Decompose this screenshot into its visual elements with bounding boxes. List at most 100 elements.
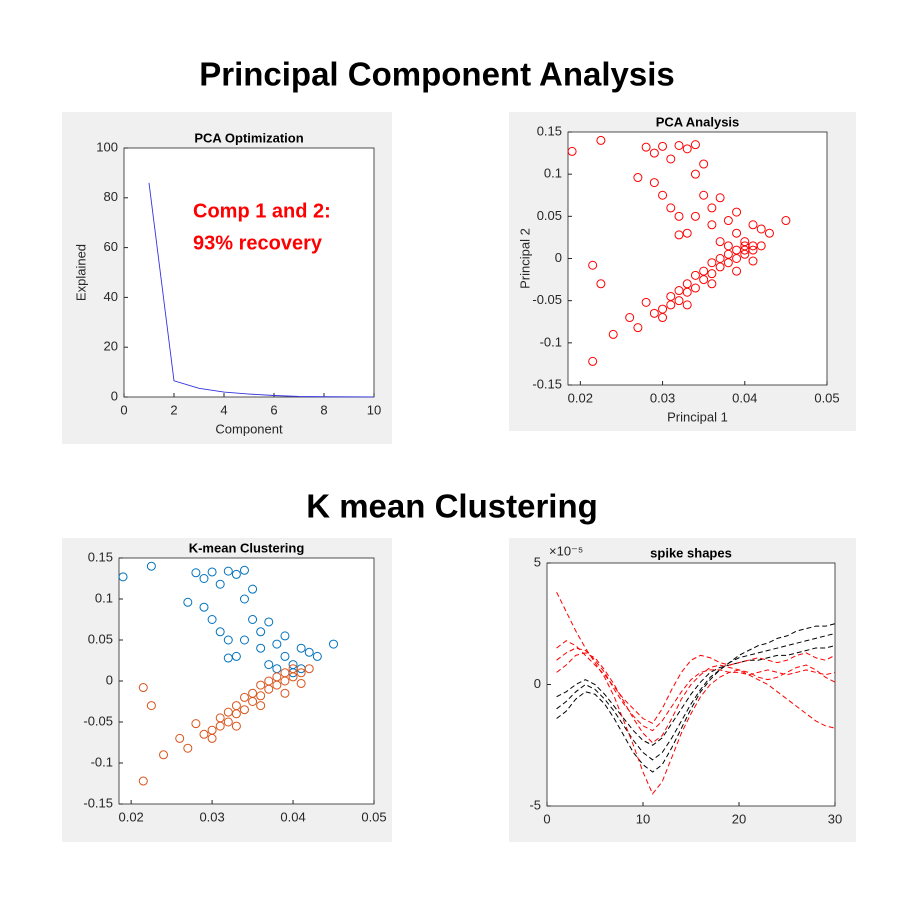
scatter-point bbox=[248, 584, 258, 594]
scatter-point bbox=[649, 308, 659, 318]
y-tick-label: -0.15 bbox=[532, 376, 562, 391]
y-tick-label: 0 bbox=[106, 672, 113, 687]
scatter-point bbox=[588, 356, 598, 366]
scatter-point bbox=[715, 193, 725, 203]
scatter-point bbox=[288, 664, 298, 674]
y-tick-label: 0.05 bbox=[88, 631, 113, 646]
scatter-point bbox=[296, 668, 306, 678]
x-tick-label: 0.03 bbox=[650, 390, 675, 405]
scatter-point bbox=[596, 135, 606, 145]
scatter-point bbox=[256, 627, 266, 637]
scatter-point bbox=[264, 617, 274, 627]
scatter-point bbox=[223, 653, 233, 663]
scatter-point bbox=[199, 729, 209, 739]
scatter-point bbox=[231, 721, 241, 731]
annotation: 93% recovery bbox=[193, 232, 323, 254]
scatter-point bbox=[690, 211, 700, 221]
scatter-point bbox=[118, 572, 128, 582]
scatter-point bbox=[649, 148, 659, 158]
x-tick-label: 0.03 bbox=[199, 809, 224, 824]
data-line bbox=[556, 652, 836, 744]
scatter-point bbox=[567, 146, 577, 156]
y-exponent-label: ×10⁻⁵ bbox=[549, 543, 583, 558]
x-tick-label: 0 bbox=[120, 402, 127, 417]
y-tick-label: 0 bbox=[111, 388, 118, 403]
scatter-point bbox=[674, 140, 684, 150]
scatter-point bbox=[138, 683, 148, 693]
x-tick-label: 30 bbox=[828, 811, 842, 826]
plot-area bbox=[567, 131, 828, 386]
scatter-point bbox=[296, 678, 306, 688]
scatter-point bbox=[658, 141, 668, 151]
scatter-point bbox=[215, 713, 225, 723]
y-tick-label: 0.1 bbox=[95, 590, 113, 605]
y-tick-label: 0.1 bbox=[544, 166, 562, 181]
y-tick-label: 0 bbox=[555, 250, 562, 265]
scatter-point bbox=[707, 220, 717, 230]
data-line bbox=[556, 645, 836, 746]
scatter-point bbox=[690, 283, 700, 293]
data-line bbox=[556, 647, 836, 732]
scatter-point bbox=[138, 776, 148, 786]
scatter-point bbox=[764, 228, 774, 238]
x-tick-label: 0.04 bbox=[280, 809, 305, 824]
scatter-point bbox=[280, 631, 290, 641]
scatter-point bbox=[223, 635, 233, 645]
scatter-point bbox=[732, 266, 742, 276]
scatter-point bbox=[207, 733, 217, 743]
y-tick-label: 80 bbox=[104, 189, 118, 204]
scatter-point bbox=[596, 279, 606, 289]
scatter-point bbox=[707, 279, 717, 289]
scatter-point bbox=[215, 627, 225, 637]
scatter-point bbox=[239, 705, 249, 715]
scatter-point bbox=[329, 639, 339, 649]
y-axis-label: Explained bbox=[73, 244, 88, 301]
scatter-point bbox=[231, 569, 241, 579]
scatter-point bbox=[256, 643, 266, 653]
scatter-point bbox=[756, 224, 766, 234]
scatter-point bbox=[207, 567, 217, 577]
scatter-point bbox=[707, 258, 717, 268]
scatter-point bbox=[239, 692, 249, 702]
scatter-point bbox=[682, 228, 692, 238]
scatter-point bbox=[239, 635, 249, 645]
y-tick-label: 100 bbox=[96, 139, 118, 154]
scatter-point bbox=[699, 190, 709, 200]
x-axis-label: Component bbox=[215, 421, 283, 436]
scatter-point bbox=[748, 256, 758, 266]
data-line bbox=[556, 640, 836, 725]
scatter-point bbox=[682, 279, 692, 289]
scatter-point bbox=[256, 680, 266, 690]
scatter-point bbox=[682, 144, 692, 154]
data-line bbox=[556, 623, 836, 773]
x-tick-label: 6 bbox=[270, 402, 277, 417]
scatter-point bbox=[231, 701, 241, 711]
y-tick-label: 20 bbox=[104, 339, 118, 354]
section-heading: Principal Component Analysis bbox=[199, 56, 675, 93]
scatter-point bbox=[199, 574, 209, 583]
chart-title: PCA Optimization bbox=[194, 130, 303, 145]
plot-area bbox=[123, 147, 375, 398]
scatter-point bbox=[199, 602, 209, 612]
x-tick-label: 0.04 bbox=[732, 390, 757, 405]
scatter-point bbox=[641, 142, 651, 152]
scatter-point bbox=[674, 296, 684, 306]
scatter-point bbox=[690, 140, 700, 150]
scatter-point bbox=[699, 159, 709, 169]
scatter-point bbox=[625, 313, 635, 323]
scatter-point bbox=[248, 615, 258, 624]
scatter-point bbox=[191, 719, 201, 729]
x-tick-label: 4 bbox=[220, 402, 227, 417]
y-tick-label: -0.05 bbox=[83, 713, 113, 728]
scatter-point bbox=[264, 676, 274, 686]
chart-title: K-mean Clustering bbox=[189, 540, 305, 555]
scatter-point bbox=[146, 701, 156, 711]
scatter-point bbox=[223, 717, 233, 727]
scatter-point bbox=[304, 647, 314, 657]
y-tick-label: -5 bbox=[529, 797, 541, 812]
scatter-point bbox=[239, 594, 249, 604]
y-tick-label: 0 bbox=[534, 676, 541, 691]
scatter-point bbox=[239, 565, 249, 575]
scatter-point bbox=[248, 688, 258, 698]
